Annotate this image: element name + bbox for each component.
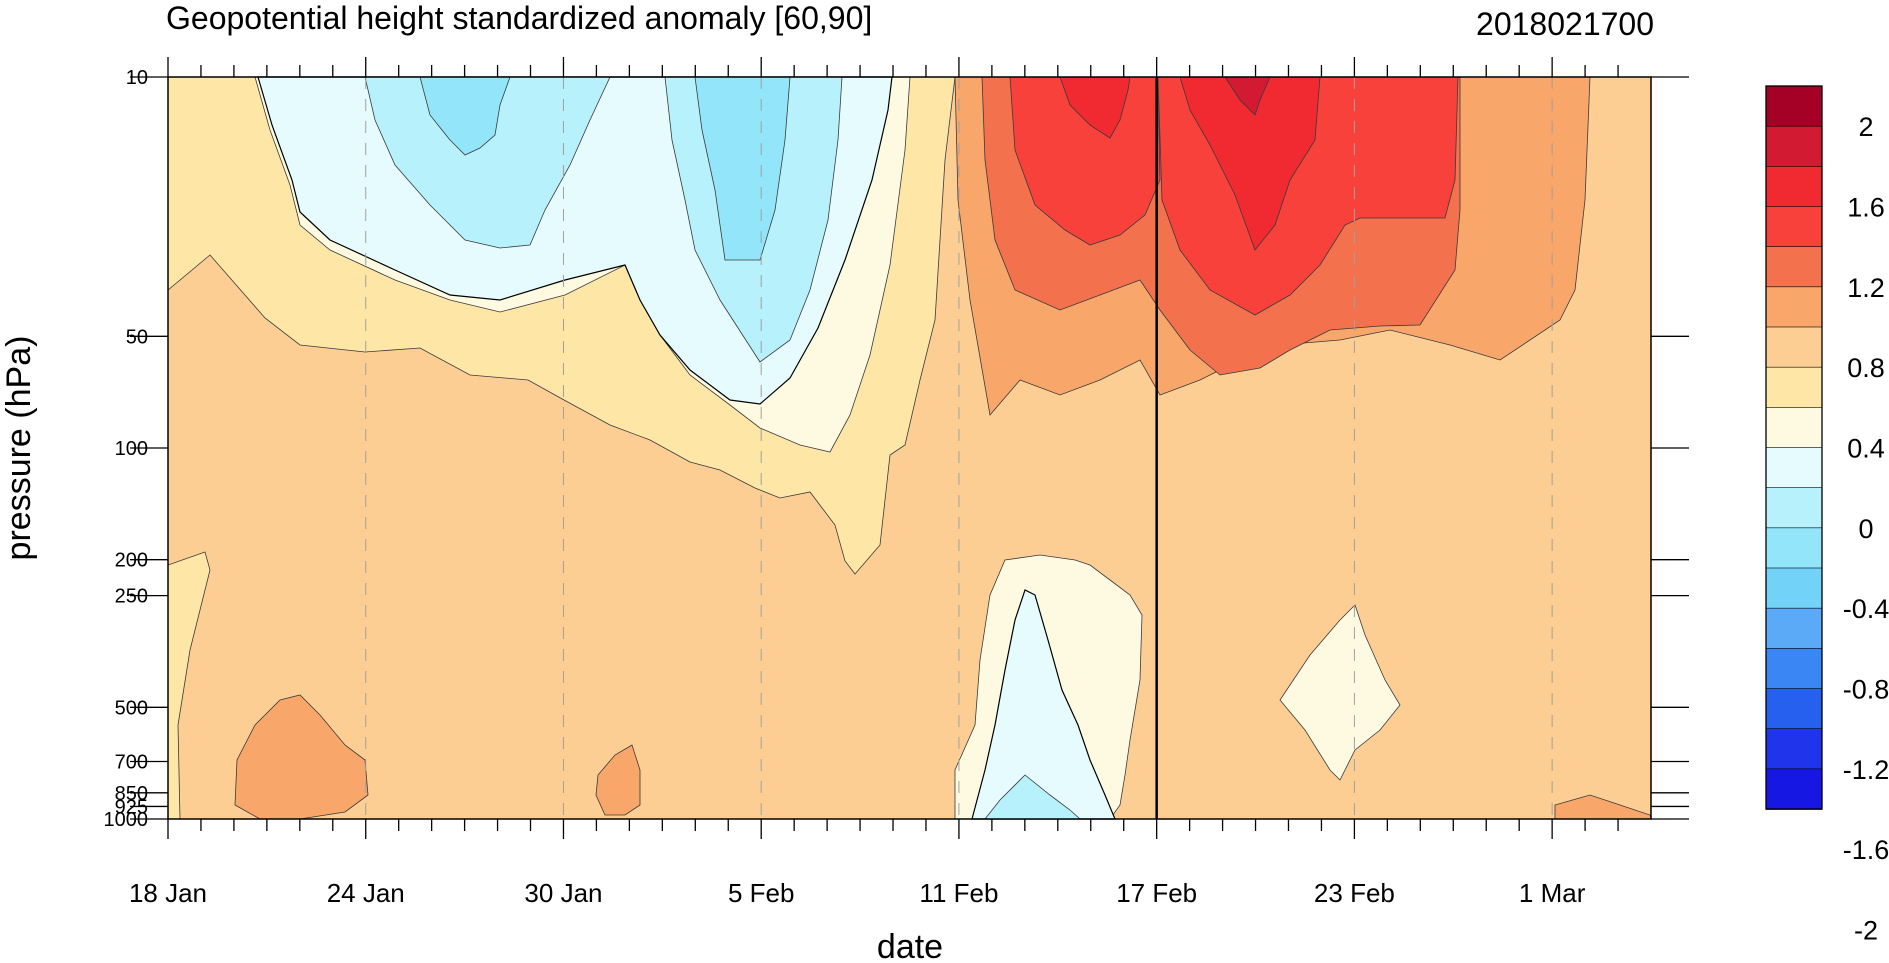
x-tick-label: 23 Feb (1314, 878, 1395, 908)
colorbar-label: -1.2 (1843, 755, 1889, 785)
contour-fill-negative-core-2 (694, 76, 791, 261)
colorbar-swatch (1765, 246, 1823, 288)
timestamp-label: 2018021700 (1476, 6, 1654, 42)
contour-fill-negative-lower (971, 589, 1116, 820)
y-tick-label: 500 (115, 697, 148, 719)
colorbar-swatch (1765, 648, 1823, 690)
y-tick-label: 700 (115, 752, 148, 774)
contour-fill-warm-core-2 (1179, 76, 1321, 251)
contour-fill-warm-blob-2 (595, 744, 641, 816)
x-tick-label: 18 Jan (129, 878, 207, 908)
colorbar-swatch (1765, 447, 1823, 489)
x-tick-label: 30 Jan (524, 878, 602, 908)
colorbar-label: 0 (1858, 514, 1873, 544)
colorbar-swatch (1765, 166, 1823, 208)
colorbar-swatch (1765, 206, 1823, 248)
contour-fill-warm-hot (1009, 76, 1161, 246)
colorbar-label: -0.8 (1843, 675, 1889, 705)
colorbar-label: 0.8 (1847, 353, 1885, 383)
y-tick-label: 925 (115, 796, 148, 818)
y-tick-label: 200 (115, 550, 148, 572)
x-axis: 18 Jan 24 Jan 30 Jan 5 Feb 11 Feb 17 Feb 23 Fe… (129, 57, 1619, 908)
y-tick-label: 50 (126, 326, 148, 348)
contour-fill-warm-core-1 (1059, 76, 1131, 139)
colorbar-label: -0.4 (1843, 594, 1889, 624)
colorbar-label: 2 (1858, 112, 1873, 142)
colorbar-swatch (1765, 85, 1823, 127)
colorbar-swatch (1765, 527, 1823, 569)
y-tick-label: 10 (126, 67, 148, 89)
y-tick-label: 1000 (104, 809, 149, 831)
x-tick-label: 17 Feb (1116, 878, 1197, 908)
chart-title: Geopotential height standardized anomaly… (166, 0, 872, 36)
y-axis-title: pressure (hPa) (0, 336, 38, 561)
colorbar-swatch (1765, 366, 1823, 409)
colorbar-label: 1.2 (1847, 273, 1885, 303)
colorbar-label: -2 (1854, 916, 1878, 946)
y-tick-label: 850 (115, 783, 148, 805)
x-tick-label: 5 Feb (728, 878, 795, 908)
colorbar-frame (1765, 85, 1823, 810)
colorbar-swatch (1765, 607, 1823, 650)
y-tick-label: 250 (115, 586, 148, 608)
contour-fill-negative-lobe-1 (364, 76, 611, 249)
y-tick-label: 100 (115, 438, 148, 460)
contour-fill-negative-core-1 (419, 76, 511, 156)
contour-fill-near-zero-lens (1279, 604, 1401, 781)
colorbar-swatch (1765, 567, 1823, 609)
colorbar-swatch (1765, 768, 1823, 810)
colorbar-swatch (1765, 688, 1823, 730)
colorbar: 2 1.6 1.2 0.8 0.4 0 -0.4 -0.8 -1.2 -1.6 -2 (1765, 85, 1889, 946)
colorbar-swatch (1765, 326, 1823, 368)
colorbar-swatch (1765, 286, 1823, 328)
colorbar-label: -1.6 (1843, 835, 1889, 865)
x-tick-label: 11 Feb (919, 878, 998, 908)
colorbar-swatch (1765, 728, 1823, 770)
colorbar-swatch (1765, 407, 1823, 449)
colorbar-label: 1.6 (1847, 193, 1885, 223)
colorbar-label: 0.4 (1847, 434, 1885, 464)
colorbar-swatch (1765, 487, 1823, 529)
plot-area (167, 76, 1652, 820)
x-tick-label: 1 Mar (1519, 878, 1586, 908)
x-axis-title: date (877, 928, 943, 963)
colorbar-swatch (1765, 125, 1823, 168)
x-tick-label: 24 Jan (327, 878, 405, 908)
